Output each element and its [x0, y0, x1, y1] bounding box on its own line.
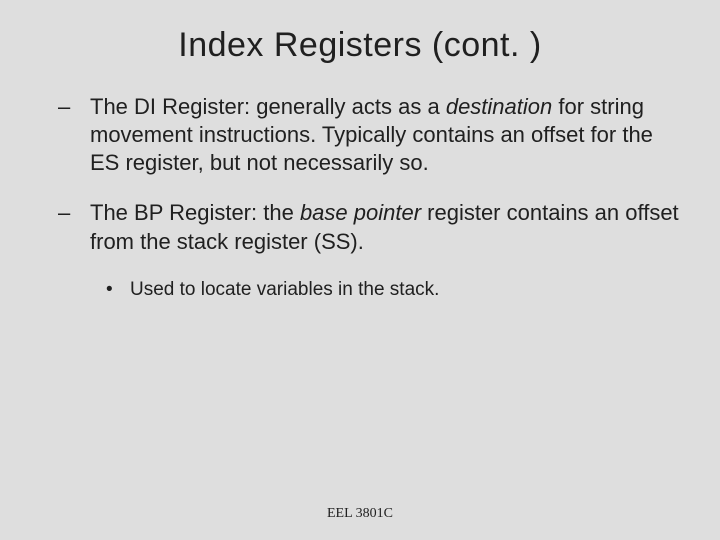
bullet-item: The BP Register: the base pointer regist… [40, 199, 680, 255]
bullet-text-pre: Used to locate variables in the stack. [130, 279, 439, 300]
bullet-text-italic: base pointer [300, 200, 421, 225]
bullet-subitem: Used to locate variables in the stack. [40, 278, 680, 303]
slide-footer: EEL 3801C [0, 506, 720, 522]
bullet-text-italic: destination [446, 94, 552, 119]
slide: Index Registers (cont. ) The DI Register… [0, 0, 720, 540]
bullet-text-pre: The DI Register: generally acts as a [90, 94, 446, 119]
bullet-text-pre: The BP Register: the [90, 200, 300, 225]
bullet-item: The DI Register: generally acts as a des… [40, 93, 680, 177]
bullet-list: The DI Register: generally acts as a des… [40, 93, 680, 302]
slide-title: Index Registers (cont. ) [40, 26, 680, 65]
